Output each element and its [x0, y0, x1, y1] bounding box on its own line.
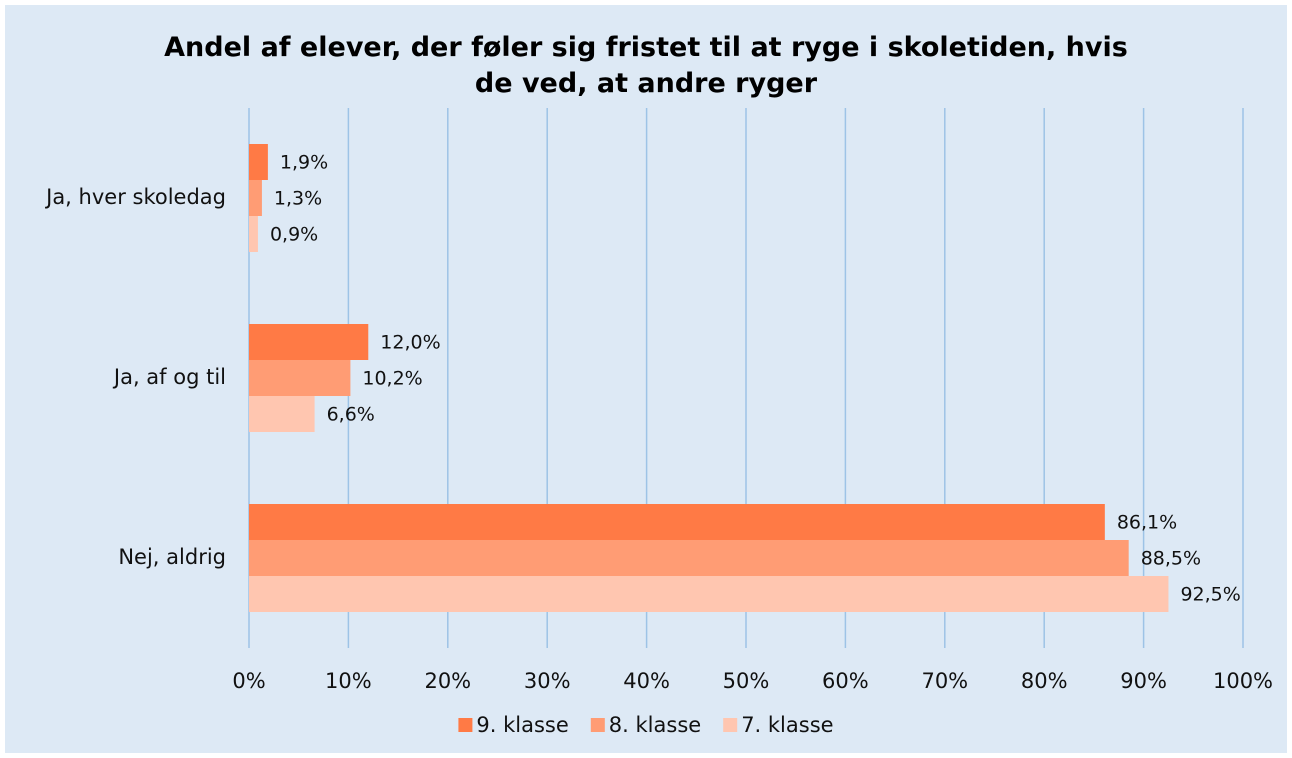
x-tick-label: 50%	[723, 669, 770, 693]
y-tick-label: Nej, aldrig	[118, 545, 226, 569]
data-label: 1,9%	[280, 152, 328, 174]
x-tick-label: 10%	[325, 669, 372, 693]
bar	[249, 180, 262, 216]
legend-swatch	[723, 718, 738, 732]
legend-label: 7. klasse	[741, 713, 833, 737]
x-tick-label: 40%	[623, 669, 670, 693]
y-tick-label: Ja, af og til	[112, 365, 226, 389]
x-tick-label: 70%	[921, 669, 968, 693]
x-tick-label: 90%	[1120, 669, 1167, 693]
x-tick-label: 60%	[822, 669, 869, 693]
data-label: 10,2%	[362, 368, 422, 390]
data-label: 86,1%	[1117, 512, 1177, 534]
x-tick-label: 100%	[1213, 669, 1273, 693]
bar	[249, 360, 351, 396]
bar	[249, 540, 1129, 576]
data-label: 88,5%	[1141, 548, 1201, 570]
x-tick-label: 20%	[424, 669, 471, 693]
legend-swatch	[458, 718, 473, 732]
y-tick-label: Ja, hver skoledag	[44, 185, 226, 209]
bar	[249, 324, 369, 360]
bar	[249, 396, 315, 432]
legend-swatch	[590, 718, 605, 732]
x-tick-label: 0%	[232, 669, 265, 693]
legend-label: 8. klasse	[609, 713, 701, 737]
bar	[249, 504, 1105, 540]
x-tick-label: 80%	[1021, 669, 1068, 693]
bar	[249, 216, 258, 252]
data-label: 6,6%	[327, 404, 375, 426]
chart-title: Andel af elever, der føler sig fristet t…	[164, 32, 1128, 99]
legend-label: 9. klasse	[476, 713, 568, 737]
data-label: 12,0%	[380, 332, 440, 354]
data-label: 0,9%	[270, 224, 318, 246]
bar	[249, 576, 1169, 612]
data-label: 1,3%	[274, 188, 322, 210]
x-tick-label: 30%	[524, 669, 571, 693]
data-label: 92,5%	[1180, 584, 1240, 606]
bar	[249, 144, 268, 180]
